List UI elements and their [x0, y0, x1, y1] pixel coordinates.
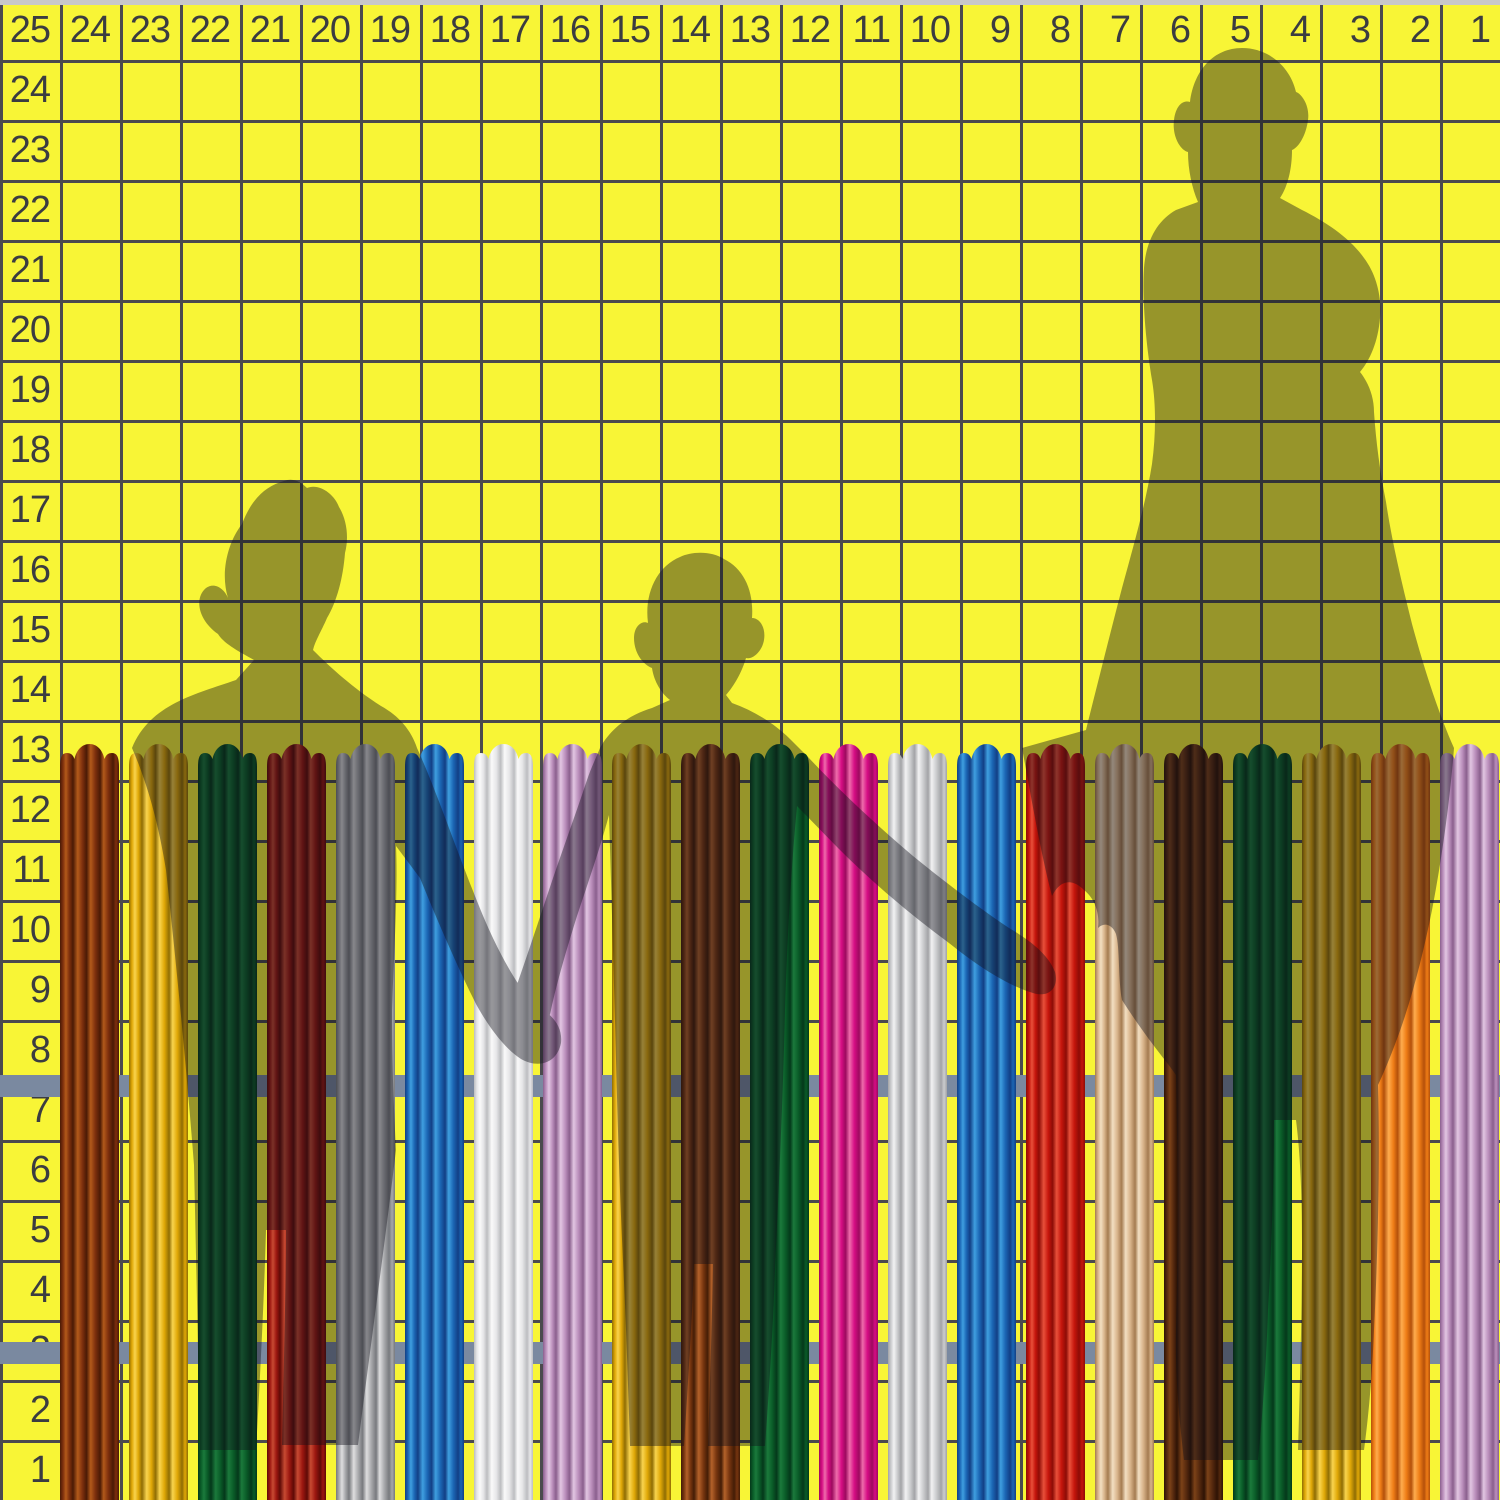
row-header-cell: 19 [9, 369, 51, 411]
row-header-cell: 10 [9, 909, 51, 951]
fence-slat-lilac [1440, 744, 1499, 1500]
row-header-cell: 13 [9, 729, 51, 771]
row-header-cell: 16 [9, 549, 51, 591]
column-header-cell: 23 [129, 9, 171, 51]
row-header-cell: 17 [9, 489, 51, 531]
column-header-cell: 25 [9, 9, 51, 51]
column-header-cell: 2 [1409, 9, 1431, 51]
fence-slat-green [750, 744, 809, 1500]
row-header-cell: 11 [12, 849, 51, 891]
column-header-cell: 5 [1229, 9, 1251, 51]
row-header-cell: 24 [9, 69, 51, 111]
fence-slat-white [474, 744, 533, 1500]
row-header-cell: 15 [9, 609, 51, 651]
row-header-cell: 21 [9, 249, 51, 291]
column-header-cell: 19 [369, 9, 411, 51]
column-header-cell: 6 [1169, 9, 1191, 51]
column-header-cell: 10 [909, 9, 951, 51]
fence-slat-gold [1302, 744, 1361, 1500]
fence-slat-brown [681, 744, 740, 1500]
row-header-cell: 5 [29, 1209, 51, 1251]
fence-slat-blue [957, 744, 1016, 1500]
row-header-cell: 9 [29, 969, 51, 1011]
row-header-cell: 18 [9, 429, 51, 471]
column-header-cell: 17 [489, 9, 531, 51]
fence-slat-lilac [543, 744, 602, 1500]
column-header-cell: 1 [1469, 9, 1491, 51]
column-header-cell: 14 [669, 9, 711, 51]
column-header-cell: 8 [1049, 9, 1071, 51]
row-header-cell: 6 [29, 1149, 51, 1191]
row-header-cell: 14 [9, 669, 51, 711]
fence-slat-silverlight [888, 744, 947, 1500]
row-header-cell: 2 [29, 1389, 51, 1431]
column-header-cell: 11 [852, 9, 891, 51]
fence-slat-gold [612, 744, 671, 1500]
column-header-cell: 7 [1109, 9, 1131, 51]
row-header-cell: 23 [9, 129, 51, 171]
column-header-cell: 21 [249, 9, 291, 51]
row-header-cell: 4 [29, 1269, 51, 1311]
row-header-cell: 7 [29, 1089, 51, 1131]
column-header-cell: 9 [989, 9, 1011, 51]
row-header-cell: 1 [29, 1449, 51, 1491]
fence-slat-red [1026, 744, 1085, 1500]
column-header-cell: 13 [729, 9, 771, 51]
row-header-cell: 22 [9, 189, 51, 231]
window-top-strip [0, 0, 1500, 5]
fence-slat-blue [405, 744, 464, 1500]
column-header-cell: 22 [189, 9, 231, 51]
column-header-cell: 18 [429, 9, 471, 51]
column-header-cell: 12 [789, 9, 831, 51]
fence-slat-gold [129, 744, 188, 1500]
fence-slat-tan [1095, 744, 1154, 1500]
fence-slat-darkbrown [1164, 744, 1223, 1500]
row-header-cell: 20 [9, 309, 51, 351]
fence-slat-orange [1371, 744, 1430, 1500]
fence-slat-green [1233, 744, 1292, 1500]
fence-slat-darkred [267, 744, 326, 1500]
row-header-cell: 8 [29, 1029, 51, 1071]
fence-slat-magenta [819, 744, 878, 1500]
column-header-cell: 3 [1349, 9, 1371, 51]
row-header-cell: 12 [9, 789, 51, 831]
column-header-cell: 24 [69, 9, 111, 51]
column-header-cell: 4 [1289, 9, 1311, 51]
fence-slat-brownred [60, 744, 119, 1500]
column-header-cell: 16 [549, 9, 591, 51]
colored-picket-fence-illustration [0, 744, 1500, 1500]
fence-slat-green [198, 744, 257, 1500]
column-header-cell: 20 [309, 9, 351, 51]
column-header-cell: 15 [609, 9, 651, 51]
fence-slat-silver [336, 744, 395, 1500]
